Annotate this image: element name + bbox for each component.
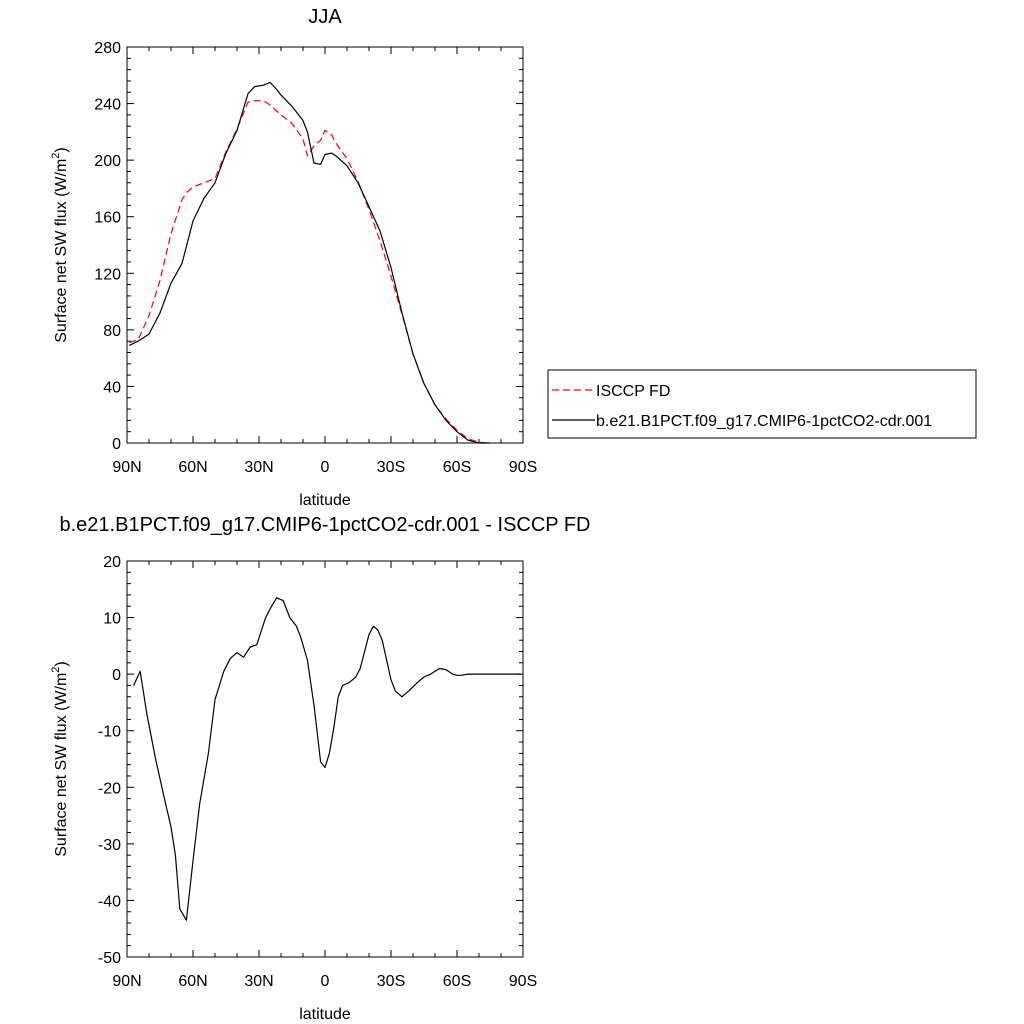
y-tick-label: -20 [98,780,121,797]
y-tick-label: -10 [98,724,121,741]
y-tick-label: 0 [112,667,121,684]
top-chart-series [128,81,491,444]
x-tick-label: 30N [244,973,273,990]
bottom-chart-title: b.e21.B1PCT.f09_g17.CMIP6-1pctCO2-cdr.00… [60,514,591,536]
x-tick-label: 30N [244,459,273,476]
y-tick-label: 80 [103,323,121,340]
top-chart-ticks: 90N 60N 30N 0 30S 60S 90S 0 40 80 120 160 200 240 280 [94,40,537,476]
x-tick-label: 60S [443,973,471,990]
y-tick-label: 200 [94,153,121,170]
x-tick-label: 90S [509,973,537,990]
x-tick-label: 60N [178,973,207,990]
y-tick-label: 160 [94,210,121,227]
x-tick-label: 0 [321,973,330,990]
y-tick-label: 40 [103,379,121,396]
x-tick-label: 90S [509,459,537,476]
x-tick-label: 60S [443,459,471,476]
x-tick-label: 90N [112,973,141,990]
top-chart-ylabel: Surface net SW flux (W/m2) [50,147,70,343]
y-tick-label: 20 [103,554,121,571]
legend: ISCCP FD b.e21.B1PCT.f09_g17.CMIP6-1pctC… [547,369,977,439]
top-chart-frame [126,46,524,444]
bottom-chart-series [133,597,521,921]
y-tick-label: 240 [94,97,121,114]
bottom-chart-ticks: 90N 60N 30N 0 30S 60S 90S -50 -40 -30 -20 -10 0 10 20 [98,554,537,990]
top-chart-xlabel: latitude [299,492,351,509]
top-chart: JJA Surface net SW flux (W/m2) latitude … [50,6,537,509]
x-tick-label: 60N [178,459,207,476]
bottom-chart-frame [126,560,524,958]
y-tick-label: 10 [103,611,121,628]
y-tick-label: -50 [98,950,121,967]
bottom-chart: b.e21.B1PCT.f09_g17.CMIP6-1pctCO2-cdr.00… [50,514,591,1023]
legend-box [547,369,977,439]
bottom-chart-ylabel: Surface net SW flux (W/m2) [50,661,70,857]
series-line-0 [129,100,491,444]
x-tick-label: 0 [321,459,330,476]
y-tick-label: 280 [94,40,121,57]
y-tick-label: 120 [94,266,121,283]
legend-label-model: b.e21.B1PCT.f09_g17.CMIP6-1pctCO2-cdr.00… [596,413,932,430]
x-tick-label: 30S [377,459,405,476]
series-line-1 [128,81,490,444]
y-tick-label: 0 [112,436,121,453]
x-tick-label: 90N [112,459,141,476]
series-line-0 [133,597,521,921]
y-tick-label: -40 [98,893,121,910]
x-tick-label: 30S [377,973,405,990]
legend-label-isccp: ISCCP FD [596,383,670,400]
bottom-chart-xlabel: latitude [299,1006,351,1023]
top-chart-title: JJA [308,6,342,28]
y-tick-label: -30 [98,837,121,854]
